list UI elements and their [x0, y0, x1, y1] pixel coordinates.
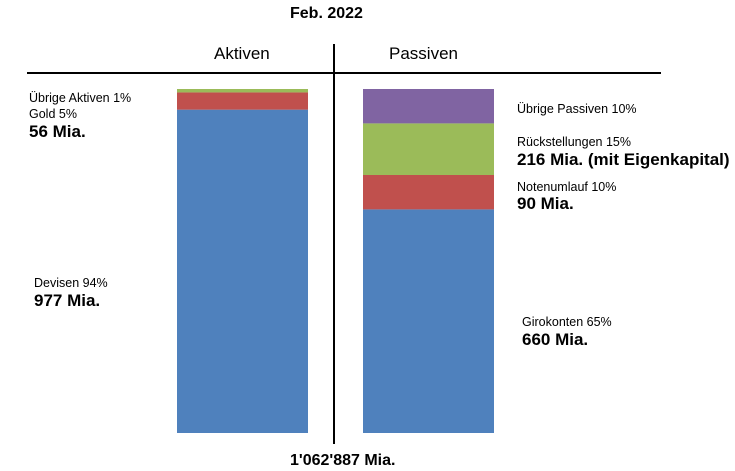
total-label: 1'062'887 Mia. [290, 452, 396, 469]
label-notenumlauf: Notenumlauf 10% [517, 180, 617, 194]
amount-girokonten: 660 Mia. [522, 330, 589, 349]
amount-devisen: 977 Mia. [34, 291, 101, 310]
column-header-aktiven: Aktiven [214, 44, 270, 63]
column-header-passiven: Passiven [389, 44, 458, 63]
bar-segment-aktiven-1 [177, 92, 308, 110]
label-gold: Gold 5% [29, 107, 77, 121]
label-uebrige-passiven: Übrige Passiven 10% [517, 102, 637, 116]
label-devisen: Devisen 94% [34, 276, 108, 290]
bar-segment-aktiven-0 [177, 109, 308, 433]
label-rueckstellungen: Rückstellungen 15% [517, 135, 631, 149]
bar-segment-passiven-3 [363, 89, 494, 124]
amount-gold: 56 Mia. [29, 122, 86, 141]
label-girokonten: Girokonten 65% [522, 315, 612, 329]
bar-segment-aktiven-2 [177, 89, 308, 93]
bar-segment-passiven-1 [363, 175, 494, 210]
column-divider-line [333, 44, 335, 444]
bar-segment-passiven-2 [363, 123, 494, 175]
label-uebrige-aktiven: Übrige Aktiven 1% [29, 91, 132, 105]
header-divider-line [27, 72, 661, 74]
bar-segment-passiven-0 [363, 209, 494, 433]
amount-rueckstellungen: 216 Mia. (mit Eigenkapital) [517, 150, 730, 169]
chart-title: Feb. 2022 [290, 5, 363, 22]
amount-notenumlauf: 90 Mia. [517, 194, 574, 213]
